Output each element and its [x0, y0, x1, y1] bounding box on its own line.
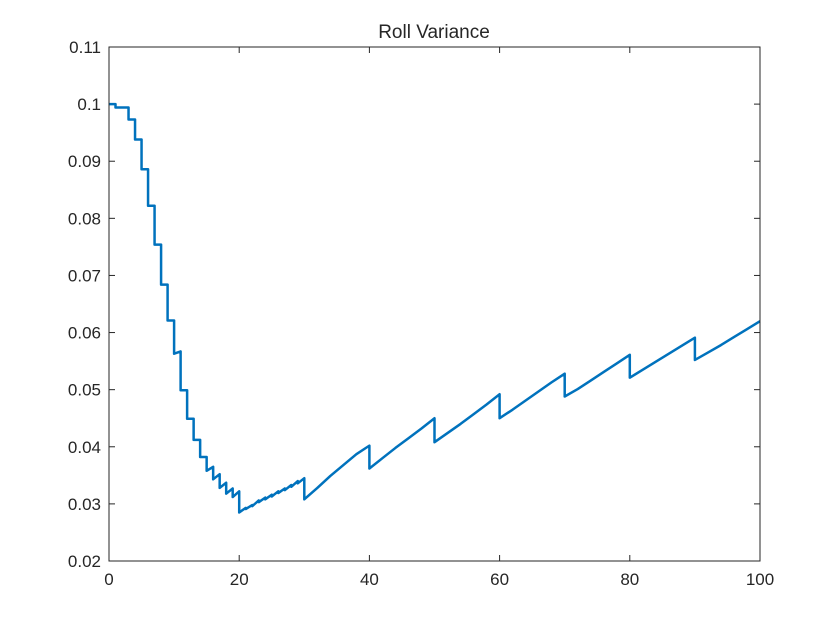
- x-tick-label: 20: [230, 570, 249, 589]
- series-line-roll-variance: [109, 102, 761, 514]
- y-tick-label: 0.1: [77, 95, 101, 114]
- x-tick-label: 40: [360, 570, 379, 589]
- y-tick-label: 0.06: [68, 324, 101, 343]
- x-tick-label: 0: [104, 570, 113, 589]
- y-tick-label: 0.04: [68, 438, 101, 457]
- y-tick-label: 0.05: [68, 381, 101, 400]
- x-tick-label: 80: [620, 570, 639, 589]
- y-tick-label: 0.11: [69, 38, 101, 57]
- x-tick-label: 60: [490, 570, 509, 589]
- y-tick-label: 0.07: [68, 266, 101, 285]
- y-tick-label: 0.03: [68, 495, 101, 514]
- chart-title: Roll Variance: [378, 22, 490, 43]
- x-axis: 0 20 40 60 80 100: [104, 47, 774, 589]
- x-tick-label: 100: [746, 570, 774, 589]
- plot-area-border: [108, 46, 761, 562]
- y-tick-label: 0.08: [68, 209, 101, 228]
- y-axis: 0.02 0.03 0.04 0.05 0.06 0.07 0.08 0.09 0.1 0.11: [68, 38, 760, 571]
- y-tick-label: 0.02: [68, 552, 101, 571]
- y-tick-label: 0.09: [68, 152, 101, 171]
